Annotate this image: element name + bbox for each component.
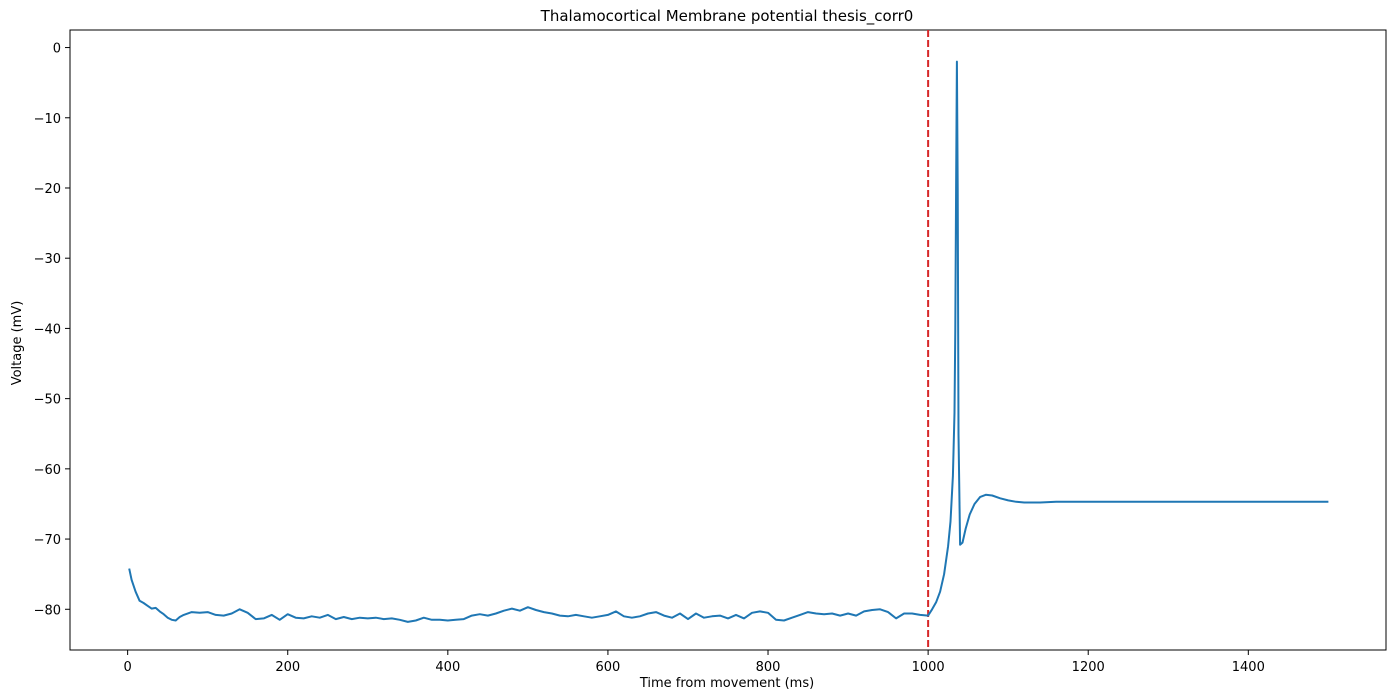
x-tick-label: 1200 <box>1072 660 1105 675</box>
y-axis: 0 −10 −20 −30 −40 −50 −60 −70 −80 <box>34 42 70 618</box>
x-tick-label: 1400 <box>1232 660 1265 675</box>
x-tick-label: 600 <box>596 660 621 675</box>
x-tick-label: 200 <box>275 660 300 675</box>
y-tick-label: −10 <box>34 112 61 127</box>
y-tick-label: −50 <box>34 393 61 408</box>
y-axis-label: Voltage (mV) <box>10 301 25 386</box>
y-tick-label: −20 <box>34 182 61 197</box>
x-tick-label: 1000 <box>912 660 945 675</box>
x-tick-label: 0 <box>123 660 131 675</box>
y-tick-label: −60 <box>34 463 61 478</box>
membrane-potential-line <box>128 60 1329 623</box>
x-axis-label: Time from movement (ms) <box>639 676 814 691</box>
y-tick-label: −40 <box>34 322 61 337</box>
y-tick-label: −70 <box>34 533 61 548</box>
axes-frame <box>69 29 1387 651</box>
x-axis: 0 200 400 600 800 1000 1200 1400 <box>123 650 1265 675</box>
x-tick-label: 800 <box>756 660 781 675</box>
plot-area: 0 200 400 600 800 1000 1200 1400 0 −10 −20 −30 −40 −… <box>34 29 1387 675</box>
y-tick-label: −30 <box>34 252 61 267</box>
y-tick-label: −80 <box>34 603 61 618</box>
chart-title: Thalamocortical Membrane potential thesi… <box>540 7 914 26</box>
x-tick-label: 400 <box>435 660 460 675</box>
y-tick-label: 0 <box>53 42 61 57</box>
